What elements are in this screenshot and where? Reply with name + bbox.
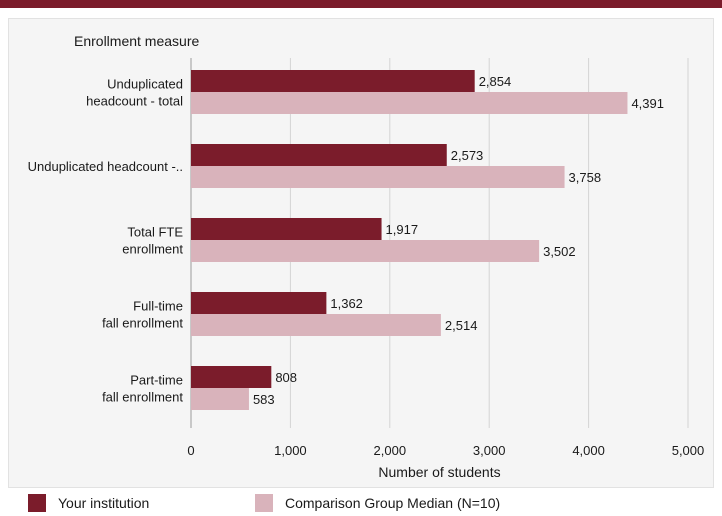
category-label: Unduplicated — [107, 77, 183, 92]
bar-value-label: 2,854 — [479, 74, 512, 89]
bar — [191, 92, 628, 114]
bar — [191, 314, 441, 336]
x-tick-label: 0 — [187, 443, 194, 458]
x-axis-title: Number of students — [378, 464, 500, 480]
top-accent-bar — [0, 0, 722, 8]
bar — [191, 366, 272, 388]
bar — [191, 240, 540, 262]
x-tick-label: 3,000 — [473, 443, 506, 458]
legend: Your institution Comparison Group Median… — [0, 494, 722, 516]
bar-value-label: 3,758 — [569, 170, 602, 185]
legend-label-your-institution: Your institution — [58, 495, 150, 511]
bar-value-label: 4,391 — [631, 96, 664, 111]
y-axis-title: Enrollment measure — [74, 33, 199, 49]
legend-swatch-comparison — [255, 494, 273, 512]
x-tick-label: 1,000 — [274, 443, 307, 458]
bar — [191, 166, 565, 188]
bar-value-label: 583 — [253, 392, 275, 407]
category-label: headcount - total — [86, 94, 183, 109]
bar-value-label: 2,573 — [451, 148, 484, 163]
category-label: fall enrollment — [102, 316, 183, 331]
x-tick-label: 5,000 — [672, 443, 705, 458]
legend-label-comparison: Comparison Group Median (N=10) — [285, 495, 501, 511]
bar — [191, 70, 475, 92]
category-label: Total FTE — [127, 225, 183, 240]
bar — [191, 292, 327, 314]
bar — [191, 218, 382, 240]
category-label: fall enrollment — [102, 390, 183, 405]
bar — [191, 144, 447, 166]
category-label: Full-time — [133, 299, 183, 314]
bar-value-label: 1,917 — [386, 222, 419, 237]
bar — [191, 388, 249, 410]
bar-chart: Enrollment measure 2,854 4,391 Unduplicated… — [28, 33, 705, 480]
category-label: enrollment — [122, 242, 183, 257]
bar-value-label: 808 — [275, 370, 297, 385]
category-label: Unduplicated headcount -.. — [28, 159, 183, 174]
legend-swatch-your-institution — [28, 494, 46, 512]
bar-value-label: 3,502 — [543, 244, 576, 259]
category-label: Part-time — [130, 373, 183, 388]
x-tick-label: 4,000 — [572, 443, 605, 458]
bar-value-label: 1,362 — [330, 296, 363, 311]
legend-item-comparison: Comparison Group Median (N=10) — [255, 494, 500, 512]
x-tick-label: 2,000 — [374, 443, 407, 458]
bar-value-label: 2,514 — [445, 318, 478, 333]
legend-item-your-institution: Your institution — [28, 494, 149, 512]
